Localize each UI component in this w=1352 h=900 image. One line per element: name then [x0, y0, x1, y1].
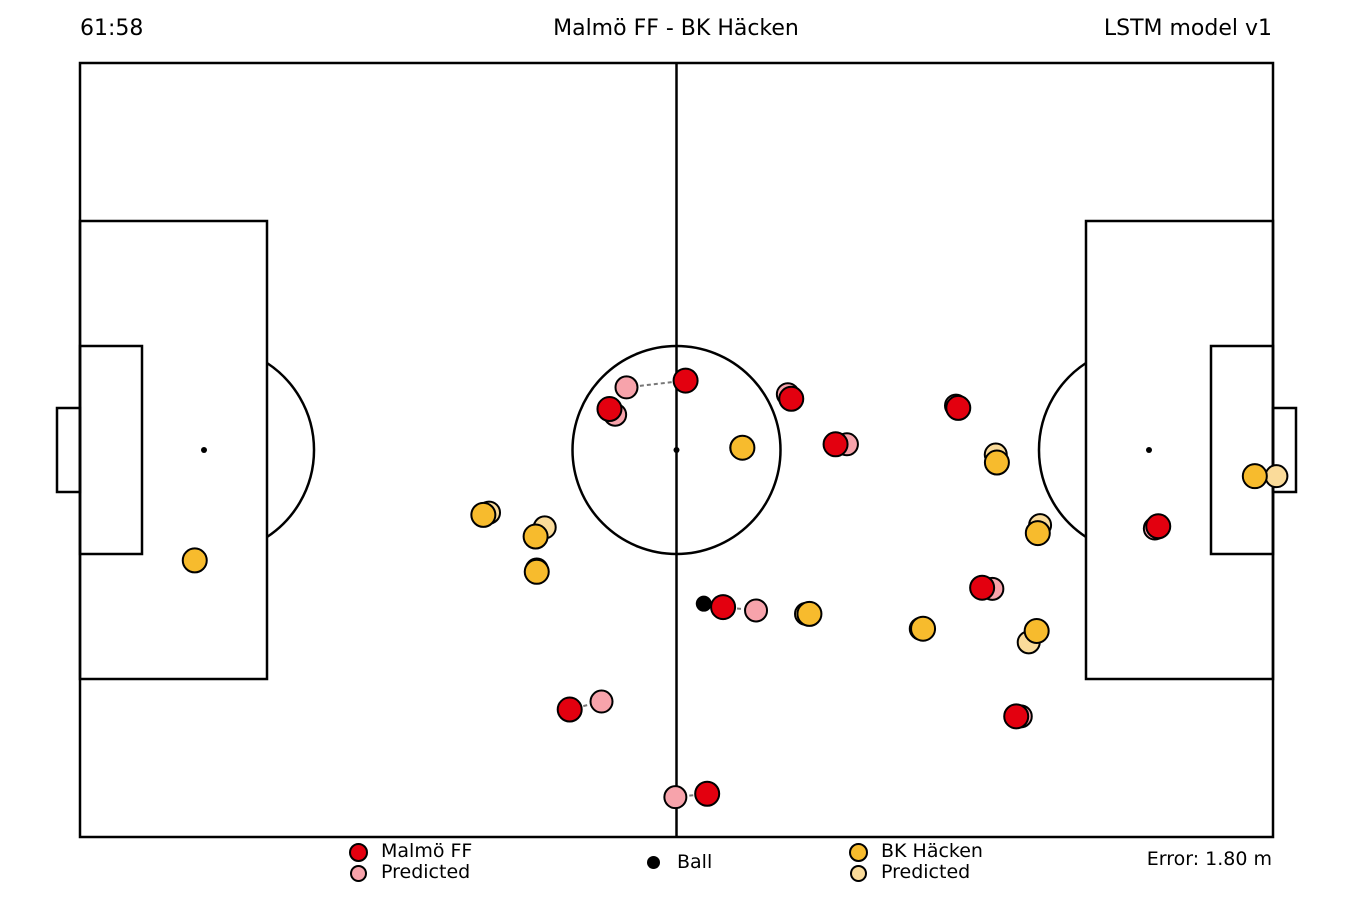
left-goal-box [78, 344, 144, 556]
right-penalty-box [1084, 219, 1275, 681]
right-penalty-arc [1037, 361, 1087, 539]
home-prediction-link [569, 700, 602, 711]
legend-home-actual-label: Malmö FF [381, 840, 473, 862]
home-predicted-marker [744, 598, 769, 623]
home-actual-marker [822, 431, 849, 458]
home-predicted-marker [614, 375, 639, 400]
legend-away-predicted-label: Predicted [881, 861, 971, 883]
away-predicted-marker [1264, 464, 1289, 489]
match-title: Malmö FF - BK Häcken [553, 16, 799, 41]
home-actual-marker [1145, 513, 1172, 540]
model-label: LSTM model v1 [1103, 16, 1272, 41]
ball-marker [695, 595, 712, 612]
away-actual-marker [522, 523, 549, 550]
home-actual-marker [556, 696, 583, 723]
legend-home-predicted-label: Predicted [381, 861, 471, 883]
left-penalty-box [78, 219, 269, 681]
away-actual-marker [983, 449, 1010, 476]
away-actual-marker [1024, 520, 1051, 547]
home-actual-marker [945, 394, 972, 421]
right-penalty-spot [1146, 447, 1152, 453]
home-actual-marker [672, 367, 699, 394]
legend-ball-marker [647, 856, 660, 869]
home-actual-marker [596, 396, 623, 423]
away-actual-marker [1023, 617, 1050, 644]
left-penalty-arc [266, 361, 316, 539]
home-actual-marker [710, 594, 737, 621]
away-actual-marker [181, 547, 208, 574]
away-actual-marker [1241, 463, 1268, 490]
pitch-markings [55, 61, 1298, 839]
right-goal-box [1209, 344, 1275, 556]
legend-home-predicted-marker [350, 865, 367, 882]
home-prediction-link [722, 606, 757, 612]
home-actual-marker [778, 385, 805, 412]
left-goal [55, 406, 82, 494]
home-actual-marker [694, 780, 721, 807]
home-actual-marker [1003, 703, 1030, 730]
legend-ball-label: Ball [677, 851, 713, 873]
error-readout: Error: 1.80 m [1146, 848, 1272, 870]
home-predicted-marker [589, 689, 614, 714]
left-penalty-spot [201, 447, 207, 453]
right-goal [1271, 406, 1298, 494]
legend-away-actual-label: BK Häcken [881, 840, 983, 862]
legend-away-actual-marker [849, 843, 868, 862]
home-actual-marker [969, 574, 996, 601]
away-actual-marker [910, 615, 937, 642]
away-actual-marker [729, 434, 756, 461]
center-circle [571, 344, 782, 556]
away-actual-marker [796, 600, 823, 627]
home-predicted-marker [663, 785, 688, 810]
legend-home-actual-marker [349, 843, 368, 862]
legend-away-predicted-marker [850, 865, 867, 882]
match-clock: 61:58 [80, 16, 144, 41]
player-markers [181, 367, 1289, 810]
away-actual-marker [470, 501, 497, 528]
home-prediction-link [675, 792, 708, 799]
center-spot [673, 447, 680, 453]
away-actual-marker [523, 558, 550, 585]
